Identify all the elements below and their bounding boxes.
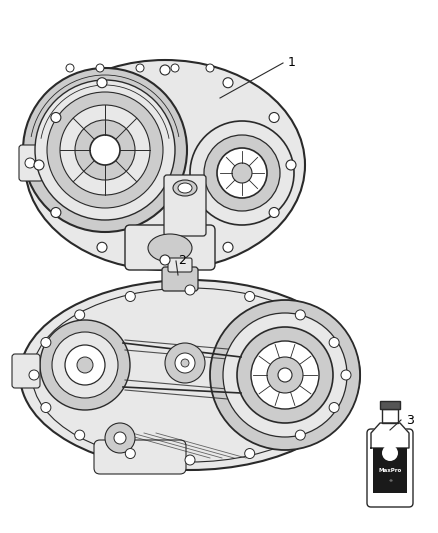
FancyBboxPatch shape bbox=[125, 225, 215, 270]
Ellipse shape bbox=[29, 370, 39, 380]
Text: ®: ® bbox=[388, 479, 392, 483]
Ellipse shape bbox=[52, 332, 118, 398]
Ellipse shape bbox=[125, 449, 135, 458]
Ellipse shape bbox=[105, 423, 135, 453]
Ellipse shape bbox=[96, 64, 104, 72]
Ellipse shape bbox=[25, 158, 35, 168]
Ellipse shape bbox=[251, 341, 319, 409]
Ellipse shape bbox=[175, 353, 195, 373]
Text: MaxPro: MaxPro bbox=[378, 469, 402, 473]
Ellipse shape bbox=[286, 160, 296, 170]
Ellipse shape bbox=[75, 430, 85, 440]
Ellipse shape bbox=[217, 148, 267, 198]
FancyBboxPatch shape bbox=[367, 429, 413, 507]
Ellipse shape bbox=[97, 78, 107, 88]
Ellipse shape bbox=[382, 445, 398, 461]
Ellipse shape bbox=[51, 207, 61, 217]
Ellipse shape bbox=[90, 135, 120, 165]
FancyBboxPatch shape bbox=[12, 354, 40, 388]
Ellipse shape bbox=[173, 180, 197, 196]
Ellipse shape bbox=[160, 255, 170, 265]
Ellipse shape bbox=[181, 359, 189, 367]
Bar bbox=[373, 448, 407, 493]
Ellipse shape bbox=[329, 337, 339, 348]
Ellipse shape bbox=[40, 320, 130, 410]
Ellipse shape bbox=[41, 337, 51, 348]
Text: 3: 3 bbox=[406, 414, 414, 426]
Ellipse shape bbox=[160, 65, 170, 75]
Ellipse shape bbox=[125, 292, 135, 302]
Ellipse shape bbox=[232, 163, 252, 183]
Ellipse shape bbox=[245, 292, 255, 302]
Ellipse shape bbox=[66, 64, 74, 72]
Ellipse shape bbox=[185, 455, 195, 465]
Ellipse shape bbox=[51, 112, 61, 123]
FancyBboxPatch shape bbox=[168, 258, 192, 272]
FancyBboxPatch shape bbox=[19, 145, 43, 181]
Ellipse shape bbox=[75, 310, 85, 320]
Ellipse shape bbox=[77, 357, 93, 373]
Ellipse shape bbox=[278, 368, 292, 382]
Ellipse shape bbox=[245, 449, 255, 458]
Ellipse shape bbox=[223, 243, 233, 252]
Ellipse shape bbox=[35, 80, 175, 220]
Ellipse shape bbox=[267, 357, 303, 393]
Ellipse shape bbox=[34, 160, 44, 170]
Ellipse shape bbox=[185, 285, 195, 295]
Ellipse shape bbox=[41, 402, 51, 413]
FancyBboxPatch shape bbox=[94, 440, 186, 474]
Text: 2: 2 bbox=[178, 254, 186, 268]
Bar bbox=[380, 401, 400, 409]
Ellipse shape bbox=[47, 92, 163, 208]
Ellipse shape bbox=[165, 343, 205, 383]
Ellipse shape bbox=[223, 313, 347, 437]
Ellipse shape bbox=[206, 64, 214, 72]
Ellipse shape bbox=[23, 68, 187, 232]
Ellipse shape bbox=[269, 112, 279, 123]
Ellipse shape bbox=[204, 135, 280, 211]
Ellipse shape bbox=[25, 60, 305, 270]
Ellipse shape bbox=[136, 64, 144, 72]
Ellipse shape bbox=[148, 234, 192, 262]
Ellipse shape bbox=[75, 120, 135, 180]
Ellipse shape bbox=[97, 243, 107, 252]
Ellipse shape bbox=[223, 78, 233, 88]
Ellipse shape bbox=[171, 64, 179, 72]
Ellipse shape bbox=[60, 105, 150, 195]
Ellipse shape bbox=[210, 300, 360, 450]
Ellipse shape bbox=[190, 121, 294, 225]
Polygon shape bbox=[371, 423, 409, 448]
Ellipse shape bbox=[20, 280, 360, 470]
FancyBboxPatch shape bbox=[164, 175, 206, 236]
Ellipse shape bbox=[295, 310, 305, 320]
Ellipse shape bbox=[269, 207, 279, 217]
Ellipse shape bbox=[341, 370, 351, 380]
Ellipse shape bbox=[237, 327, 333, 423]
Ellipse shape bbox=[65, 345, 105, 385]
FancyBboxPatch shape bbox=[162, 267, 198, 291]
Ellipse shape bbox=[178, 183, 192, 193]
Text: 1: 1 bbox=[288, 56, 296, 69]
Ellipse shape bbox=[329, 402, 339, 413]
Bar bbox=[382, 409, 398, 423]
Ellipse shape bbox=[295, 430, 305, 440]
Ellipse shape bbox=[114, 432, 126, 444]
